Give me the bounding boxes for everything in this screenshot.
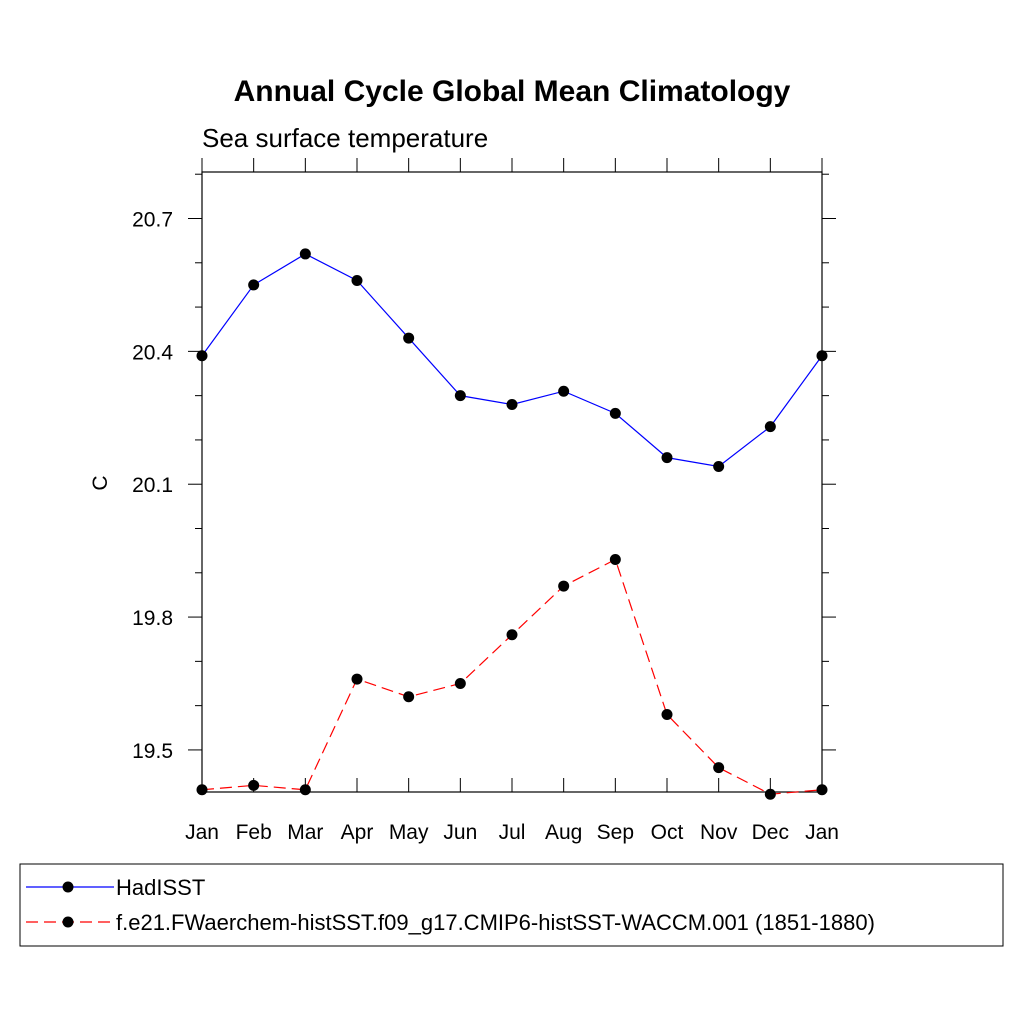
data-point [454,678,466,689]
x-tick-label: Jan [185,821,219,844]
x-tick-label: Jul [499,821,526,844]
data-point [713,762,725,774]
series-layer [196,248,828,800]
data-point [351,673,363,685]
data-point [558,385,570,397]
data-point [248,279,260,291]
x-tick-label: Apr [341,821,374,844]
y-axis-label: C [89,475,112,490]
x-tick-label: Aug [545,821,582,844]
data-point [351,275,363,286]
legend-marker [62,881,74,893]
series-2 [196,554,828,800]
data-point [454,390,466,402]
chart-title: Annual Cycle Global Mean Climatology [234,75,791,108]
x-tick-label: Dec [752,821,789,844]
legend-label: f.e21.FWaerchem-histSST.f09_g17.CMIP6-hi… [116,910,875,935]
data-point [506,629,518,641]
y-tick-label: 20.4 [132,341,173,364]
series-1 [196,248,828,472]
data-point [661,709,673,720]
data-point [609,407,621,419]
x-tick-label: Jan [805,821,839,844]
x-tick-labels: Jan Feb Mar Apr May Jun Jul Aug Sep Oct Nov Dec Jan [185,821,839,844]
data-point [248,779,260,791]
x-tick-label: Sep [597,821,634,844]
legend: HadISST f.e21.FWaerchem-histSST.f09_g17.C… [19,863,1004,947]
y-tick-label: 19.8 [132,607,173,630]
data-point [609,554,621,565]
y-tick-label: 20.7 [132,209,173,232]
data-point [196,350,208,362]
data-point [506,399,518,410]
x-tick-label: Feb [236,821,272,844]
data-point [661,452,673,464]
data-point [764,788,776,800]
data-point [558,580,570,592]
legend-marker [62,916,74,928]
y-tick-labels: 19.5 19.8 20.1 20.4 20.7 [132,209,173,763]
data-point [816,784,828,796]
x-tick-label: Oct [651,821,684,844]
data-point [713,461,725,472]
data-point [299,248,311,260]
data-point [403,691,415,703]
plot-axes [188,158,836,793]
plot-frame [201,171,823,793]
data-point [764,421,776,433]
data-point [196,784,208,796]
data-point [403,332,415,344]
x-tick-label: Jun [443,821,477,844]
chart-subtitle: Sea surface temperature [202,123,488,153]
y-tick-label: 20.1 [132,474,173,497]
series-line [201,558,823,795]
legend-label: HadISST [116,875,205,900]
x-tick-label: Mar [287,821,323,844]
data-point [299,784,311,796]
x-tick-label: Nov [700,821,738,844]
y-tick-label: 19.5 [132,740,173,763]
x-tick-label: May [389,821,429,844]
series-line [201,253,823,468]
data-point [816,350,828,362]
legend-box [19,863,1004,947]
